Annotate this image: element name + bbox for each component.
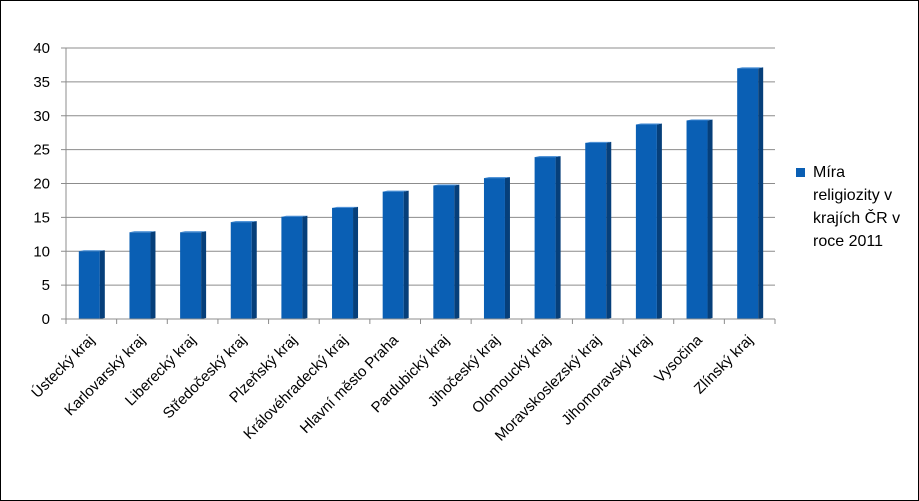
bar-front [78, 251, 100, 319]
bar-side [150, 231, 156, 319]
y-tick-label: 5 [42, 277, 50, 294]
bar-top [382, 190, 409, 192]
bar [534, 156, 561, 319]
bar-top [332, 206, 359, 208]
bar [585, 141, 612, 319]
bar-front [433, 185, 455, 319]
bar-top [585, 141, 612, 143]
bar [281, 215, 308, 319]
bar-front [534, 157, 556, 319]
gridlines [66, 47, 775, 286]
bar-side [403, 190, 409, 319]
bar [129, 231, 156, 319]
bar-top [230, 221, 257, 223]
bar-side [353, 206, 359, 319]
bar [483, 177, 510, 319]
bar-front [686, 120, 708, 320]
legend-label: Míra religiozity v krajích ČR v roce 201… [813, 164, 901, 250]
bar-top [433, 184, 460, 186]
y-tick-label: 10 [33, 243, 50, 260]
y-axis-ticks: 0 5 10 15 20 25 30 35 40 [33, 40, 66, 328]
y-tick-label: 15 [33, 209, 50, 226]
bar-side [454, 184, 460, 319]
x-tick-label: Jihomoravský kraj [558, 332, 655, 429]
bar-side [251, 221, 257, 319]
bar-top [78, 250, 105, 252]
y-tick-label: 40 [33, 40, 50, 57]
bar-top [686, 119, 713, 121]
bar-top [180, 231, 207, 233]
bar-side [707, 119, 713, 320]
bar [180, 231, 207, 319]
bar-front [382, 191, 404, 319]
bar-top [129, 231, 156, 233]
bar-front [635, 124, 657, 320]
bar-side [555, 156, 561, 319]
y-tick-label: 25 [33, 142, 50, 159]
legend-swatch [796, 168, 805, 177]
bar-side [302, 215, 308, 319]
bar-front [230, 222, 252, 319]
bar-front [129, 232, 151, 319]
x-tick-label: Hlavní město Praha [297, 331, 403, 437]
bar-top [737, 67, 764, 69]
bar-top [281, 215, 308, 217]
bars [78, 67, 764, 320]
bar-front [332, 207, 354, 319]
bar-front [585, 142, 607, 319]
bar [737, 67, 764, 319]
bar-front [737, 68, 759, 319]
bar-top [534, 156, 561, 158]
bar-side [656, 123, 662, 320]
y-tick-label: 0 [42, 311, 50, 328]
bar-front [180, 232, 202, 319]
bar-front [483, 178, 505, 319]
y-tick-label: 35 [33, 74, 50, 91]
bar [78, 250, 105, 319]
bar [635, 123, 662, 320]
bar [382, 190, 409, 319]
bar-front [281, 216, 303, 319]
bar-top [635, 123, 662, 125]
bar [332, 206, 359, 319]
bar [230, 221, 257, 319]
y-tick-label: 30 [33, 108, 50, 125]
bar [686, 119, 713, 320]
bar-side [606, 141, 612, 319]
bar-side [201, 231, 207, 319]
bar-side [504, 177, 510, 319]
bar-side [99, 250, 105, 319]
bar-top [483, 177, 510, 179]
bar-side [758, 67, 764, 319]
y-tick-label: 20 [33, 176, 50, 193]
bar [433, 184, 460, 319]
